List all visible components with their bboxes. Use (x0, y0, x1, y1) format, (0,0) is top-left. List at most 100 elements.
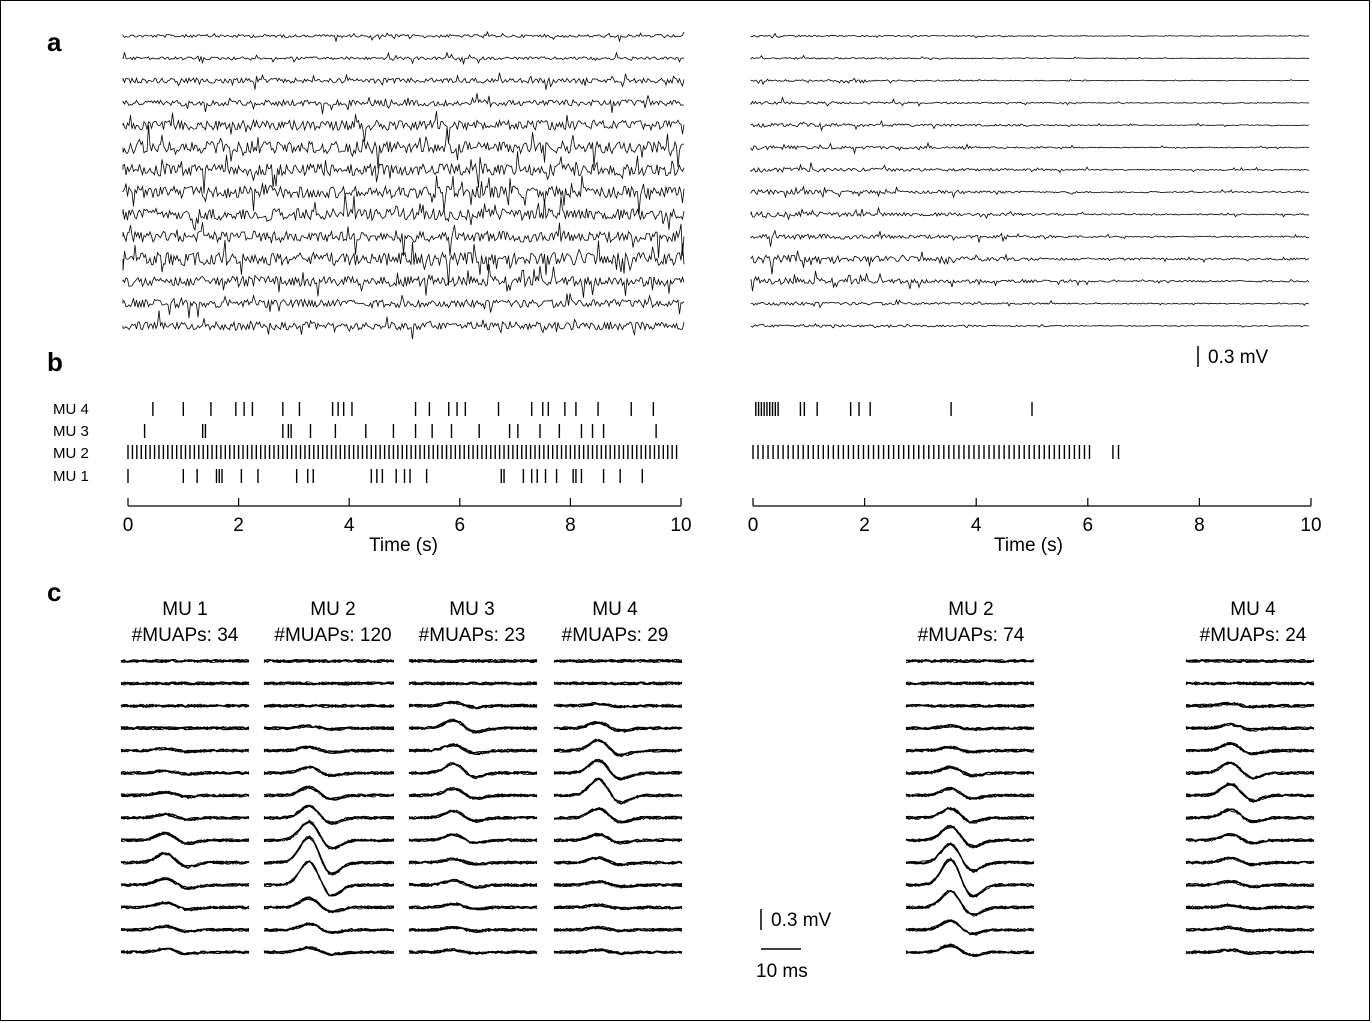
muap-waveform (408, 658, 537, 664)
emg-channel-trace (750, 185, 1310, 199)
muap-waveform (905, 824, 1035, 848)
muap-waveform (264, 837, 395, 874)
muap-waveform (408, 742, 538, 755)
muap-waveform (120, 703, 250, 708)
emg-channel-trace (122, 175, 685, 215)
emg-channel-trace (122, 222, 685, 258)
muap-waveform (120, 852, 250, 869)
muap-waveform (120, 877, 250, 890)
panel-c-letter: c (47, 577, 61, 607)
muap-waveform (1185, 722, 1315, 732)
muap-waveform (553, 739, 683, 757)
muap-waveform (120, 790, 250, 799)
axis-tick-label: 2 (859, 515, 870, 536)
emg-channel-trace (750, 250, 1310, 275)
muap-waveform (905, 858, 1035, 898)
muap-waveform (905, 745, 1035, 754)
muap-waveform (905, 919, 1035, 936)
muap-waveform (408, 701, 538, 709)
emg-channel-trace (122, 151, 685, 194)
muap-waveform (553, 759, 683, 780)
muap-waveform (553, 777, 683, 804)
muap-waveform (553, 808, 683, 824)
muap-waveform (408, 762, 538, 778)
muap-waveform (263, 745, 395, 754)
emg-channel-trace (750, 77, 1310, 86)
muap-waveform (120, 947, 250, 956)
muap-waveform (408, 879, 538, 889)
emg-channel-trace (122, 239, 685, 286)
muap-waveform (1185, 783, 1315, 803)
emg-channel-trace (122, 310, 685, 340)
xlabel-right: Time (s) (994, 535, 1063, 556)
emg-channel-trace (122, 125, 684, 169)
muap-waveform (553, 681, 683, 686)
emg-channel-trace (750, 54, 1310, 61)
muap-waveform (905, 825, 1035, 847)
emg-channel-trace (750, 95, 1310, 107)
muap-waveform (408, 948, 538, 955)
time-axes: 0 2 4 6 8 10 0 2 4 6 8 10 (123, 498, 1322, 536)
emg-channel-trace (122, 193, 685, 232)
muap-waveform (553, 703, 683, 709)
mu-row-label: MU 4 (53, 401, 89, 418)
muap-waveform (408, 947, 538, 955)
muap-waveform (553, 759, 683, 780)
muap-waveform (553, 926, 683, 933)
muap-waveform (905, 703, 1035, 708)
muap-waveform (1186, 658, 1315, 663)
muap-waveform (120, 747, 250, 754)
muap-waveform (553, 808, 683, 823)
emg-channel-trace (750, 323, 1310, 329)
axis-tick-label: 2 (233, 515, 244, 536)
scalebar-c-h-label: 10 ms (756, 961, 808, 982)
muap-waveform (263, 837, 395, 876)
mu-row-label: MU 1 (53, 468, 89, 485)
muap-waveform (120, 925, 250, 933)
muap-waveform (120, 726, 250, 731)
muap-waveform (905, 787, 1035, 800)
muap-waveform (553, 832, 683, 844)
muap-waveform (1185, 926, 1315, 933)
muap-headers: MU 1 #MUAPs: 34 MU 2 #MUAPs: 120 MU 3 #M… (132, 599, 1307, 646)
muap-waveform (408, 701, 538, 710)
muap-waveform (905, 766, 1035, 778)
muap-waveform (263, 820, 395, 850)
muap-waveform (263, 821, 395, 850)
muap-waveform (905, 826, 1035, 849)
muap-waveform (905, 703, 1035, 708)
muap-waveform (408, 902, 538, 910)
muap-waveform (1185, 903, 1315, 911)
muap-waveform (905, 807, 1035, 824)
muap-waveform (553, 720, 683, 732)
muap-waveform (408, 681, 538, 686)
muap-waveform (553, 659, 683, 663)
mu-row-label: MU 3 (53, 423, 89, 440)
muap-waveform (905, 843, 1035, 873)
muap-waveform (905, 826, 1035, 847)
muap-waveform (263, 860, 395, 897)
muap-waveform (408, 834, 538, 844)
muap-waveform (263, 804, 395, 824)
muap-waveform (905, 806, 1035, 823)
muap-waveform (408, 926, 538, 933)
muap-waveform (120, 812, 250, 822)
muap-waveform (1185, 761, 1315, 779)
panel-b-letter: b (47, 347, 63, 377)
muap-waveform (553, 948, 682, 956)
muap-waveform (905, 859, 1035, 898)
muap-waveform (905, 890, 1035, 916)
xlabel-left: Time (s) (369, 535, 438, 556)
muap-waveform (905, 681, 1035, 686)
muap-waveform (1185, 783, 1315, 803)
muap-waveform (1185, 762, 1315, 780)
emg-channel-trace (750, 141, 1310, 155)
muap-group-name: MU 4 (592, 599, 638, 620)
axis-tick-label: 4 (971, 515, 982, 536)
spike-rasters (127, 402, 1120, 483)
muap-waveform (905, 843, 1035, 871)
muap-waveform (1185, 743, 1315, 756)
muap-waveform (905, 807, 1035, 824)
